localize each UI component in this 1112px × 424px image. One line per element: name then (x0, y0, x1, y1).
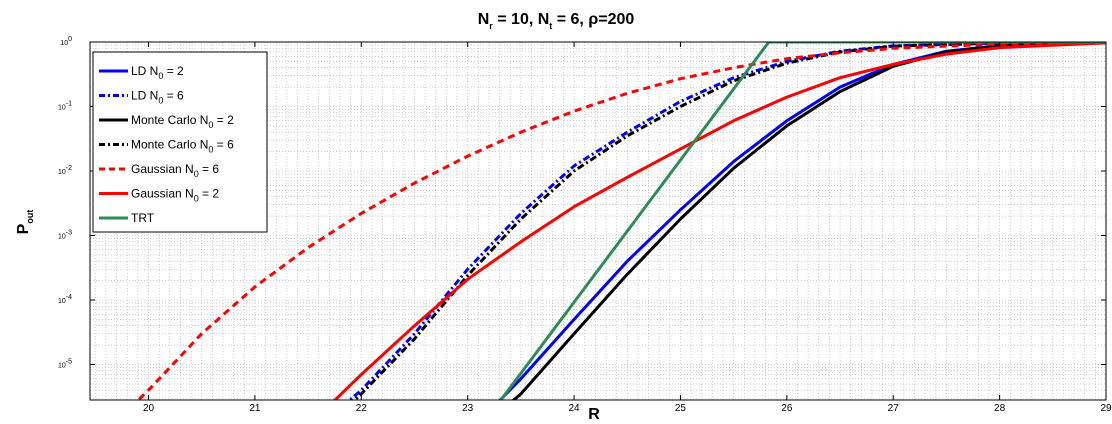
y-tick-label: 100 (60, 36, 72, 47)
y-tick-label: 10-1 (58, 101, 72, 112)
legend-label-5: Gaussian N0 = 2 (131, 187, 219, 204)
x-tick-label: 27 (888, 403, 900, 414)
y-tick-label: 10-2 (58, 165, 72, 176)
x-tick-label: 28 (994, 403, 1006, 414)
x-tick-label: 23 (462, 403, 474, 414)
legend-items: LD N0 = 2 LD N0 = 6 Monte Carlo N0 = 2 Mont… (99, 64, 234, 225)
legend-label-0: LD N0 = 2 (131, 64, 184, 81)
legend-label-6: TRT (131, 211, 155, 225)
y-tick-label: 10-3 (58, 230, 72, 241)
series-line-6 (499, 42, 1106, 400)
legend-label-3: Monte Carlo N0 = 6 (131, 138, 234, 155)
x-tick-label: 25 (675, 403, 687, 414)
ticks: 20 21 22 23 24 25 26 27 28 29 10-5 10-4 10-3 10-2 10-1… (58, 36, 1112, 414)
legend-label-4: Gaussian N0 = 6 (131, 162, 219, 179)
series-line-4 (136, 42, 1106, 400)
x-tick-label: 22 (356, 403, 368, 414)
plot-frame (89, 41, 1107, 401)
x-tick-label: 26 (781, 403, 793, 414)
chart-title: Nr = 10, Nt = 6, ρ=200 (478, 11, 635, 31)
legend-label-2: Monte Carlo N0 = 2 (131, 113, 234, 130)
legend-label-1: LD N0 = 6 (131, 89, 184, 106)
series-line-2 (511, 42, 1106, 400)
series-line-3 (352, 42, 1106, 400)
y-tick-label: 10-4 (58, 294, 72, 305)
y-tick-label: 10-5 (58, 359, 72, 370)
series-line-5 (332, 42, 1106, 400)
x-tick-label: 24 (569, 403, 581, 414)
legend-box (92, 51, 268, 233)
y-axis-title: Pout (15, 210, 35, 235)
legend: LD N0 = 2 LD N0 = 6 Monte Carlo N0 = 2 Mont… (92, 51, 268, 233)
series-layer (136, 42, 1106, 400)
x-tick-label: 20 (143, 403, 155, 414)
x-tick-label: 21 (249, 403, 261, 414)
x-axis-title: R (588, 406, 600, 423)
x-tick-label: 29 (1100, 403, 1112, 414)
